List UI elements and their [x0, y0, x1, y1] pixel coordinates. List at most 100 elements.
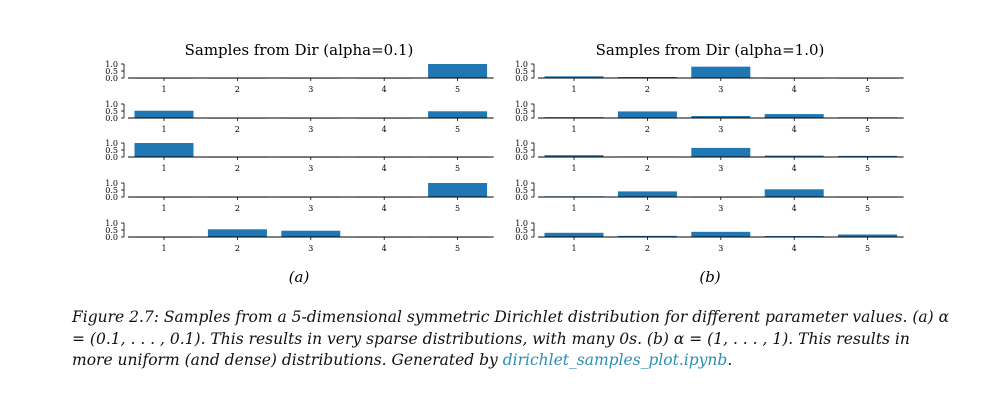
- y-tick-label: 0.0: [105, 74, 118, 83]
- y-tick-label: 0.5: [515, 67, 528, 76]
- x-tick-label: 1: [161, 204, 166, 213]
- y-tick-label: 1.0: [105, 219, 118, 228]
- bar: [134, 110, 194, 118]
- subplot-a-3: 1.00.50.0 1 2 3 4 5: [105, 139, 494, 173]
- x-tick-label: 4: [792, 244, 797, 253]
- figure: Samples from Dir (alpha=0.1) Samples fro…: [105, 41, 904, 286]
- bar: [617, 77, 677, 78]
- x-tick-label: 5: [865, 85, 870, 94]
- x-tick-label: 1: [571, 85, 576, 94]
- y-tick-label: 1.0: [515, 100, 528, 109]
- x-tick-label: 4: [382, 244, 387, 253]
- x-tick-label: 4: [792, 164, 797, 173]
- subplot-b-4: 1.00.50.0 1 2 3 4 5: [515, 179, 904, 213]
- y-tick-label: 1.0: [515, 139, 528, 148]
- y-tick-label: 0.5: [515, 146, 528, 155]
- x-tick-label: 5: [865, 125, 870, 134]
- x-tick-label: 4: [792, 125, 797, 134]
- bar: [617, 235, 677, 237]
- x-tick-label: 2: [235, 125, 240, 134]
- bar: [544, 232, 604, 237]
- x-tick-label: 3: [308, 164, 313, 173]
- x-tick-label: 1: [571, 244, 576, 253]
- x-tick-label: 2: [645, 164, 650, 173]
- bar: [838, 234, 898, 237]
- x-tick-label: 2: [235, 164, 240, 173]
- subplot-a-5: 1.00.50.0 1 2 3 4 5: [105, 219, 494, 253]
- y-tick-label: 1.0: [515, 219, 528, 228]
- y-tick-label: 0.5: [105, 146, 118, 155]
- x-tick-label: 3: [718, 164, 723, 173]
- subplot-b-3: 1.00.50.0 1 2 3 4 5: [515, 139, 904, 173]
- x-tick-label: 3: [718, 204, 723, 213]
- y-tick-label: 0.0: [515, 193, 528, 202]
- y-tick-label: 0.0: [105, 233, 118, 242]
- x-tick-label: 5: [865, 204, 870, 213]
- subplot-b-5: 1.00.50.0 1 2 3 4 5: [515, 219, 904, 253]
- y-tick-label: 0.0: [515, 74, 528, 83]
- y-tick-label: 0.5: [515, 226, 528, 235]
- bar: [134, 143, 194, 157]
- x-tick-label: 1: [571, 204, 576, 213]
- x-tick-label: 5: [455, 204, 460, 213]
- x-tick-label: 5: [865, 164, 870, 173]
- x-tick-label: 2: [645, 125, 650, 134]
- x-tick-label: 2: [645, 204, 650, 213]
- bar: [617, 111, 677, 118]
- bar: [428, 183, 488, 197]
- y-tick-label: 0.5: [105, 186, 118, 195]
- x-tick-label: 2: [235, 244, 240, 253]
- subplot-a-1: 1.00.50.0 1 2 3 4 5: [105, 60, 494, 94]
- y-tick-label: 0.0: [515, 233, 528, 242]
- bar: [691, 231, 751, 237]
- x-tick-label: 4: [792, 204, 797, 213]
- x-tick-label: 2: [235, 85, 240, 94]
- x-tick-label: 3: [308, 85, 313, 94]
- x-tick-label: 5: [455, 125, 460, 134]
- x-tick-label: 4: [792, 85, 797, 94]
- y-tick-label: 0.0: [515, 153, 528, 162]
- bar: [544, 155, 604, 157]
- y-tick-label: 0.5: [105, 67, 118, 76]
- x-tick-label: 4: [382, 85, 387, 94]
- y-tick-label: 0.0: [105, 114, 118, 123]
- x-tick-label: 3: [718, 244, 723, 253]
- bar: [428, 111, 488, 118]
- bar: [764, 155, 824, 157]
- bar: [428, 64, 488, 78]
- x-tick-label: 2: [645, 85, 650, 94]
- y-tick-label: 0.5: [515, 186, 528, 195]
- bar: [691, 147, 751, 157]
- x-tick-label: 5: [865, 244, 870, 253]
- x-tick-label: 1: [161, 85, 166, 94]
- x-tick-label: 3: [718, 125, 723, 134]
- subplot-a-2: 1.00.50.0 1 2 3 4 5: [105, 100, 494, 134]
- y-tick-label: 0.0: [105, 193, 118, 202]
- panel-label-b: (b): [699, 268, 720, 286]
- x-tick-label: 5: [455, 85, 460, 94]
- bar: [617, 191, 677, 197]
- x-tick-label: 4: [382, 125, 387, 134]
- subplot-a-4: 1.00.50.0 1 2 3 4 5: [105, 179, 494, 213]
- y-tick-label: 0.5: [105, 226, 118, 235]
- x-tick-label: 1: [161, 125, 166, 134]
- chart-title-a: Samples from Dir (alpha=0.1): [185, 41, 414, 59]
- x-tick-label: 4: [382, 164, 387, 173]
- y-tick-label: 1.0: [515, 60, 528, 69]
- notebook-link[interactable]: dirichlet_samples_plot.ipynb: [502, 351, 728, 369]
- bar: [764, 114, 824, 118]
- bar: [207, 229, 267, 237]
- bar: [838, 155, 898, 157]
- y-tick-label: 1.0: [105, 60, 118, 69]
- y-tick-label: 0.5: [515, 107, 528, 116]
- bar: [764, 189, 824, 197]
- y-tick-label: 0.0: [105, 153, 118, 162]
- x-tick-label: 1: [571, 164, 576, 173]
- bar: [691, 116, 751, 118]
- x-tick-label: 1: [161, 164, 166, 173]
- x-tick-label: 2: [235, 204, 240, 213]
- chart-title-b: Samples from Dir (alpha=1.0): [596, 41, 825, 59]
- chart-grid: 1.00.50.01 2 3 4 51.00.50.01 2 3 4 51.00.50.01 2 3…: [105, 60, 904, 253]
- y-tick-label: 0.5: [105, 107, 118, 116]
- bar: [544, 76, 604, 78]
